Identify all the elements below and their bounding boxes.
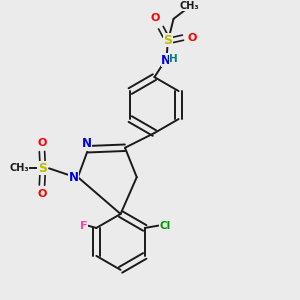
Text: CH₃: CH₃	[9, 163, 29, 173]
Text: N: N	[161, 53, 171, 67]
Text: S: S	[38, 162, 47, 175]
Text: O: O	[150, 13, 160, 23]
Text: N: N	[68, 171, 79, 184]
Text: CH₃: CH₃	[180, 1, 200, 11]
Text: H: H	[169, 54, 178, 64]
Text: S: S	[163, 34, 172, 46]
Text: Cl: Cl	[159, 220, 170, 231]
Text: F: F	[80, 220, 87, 231]
Text: O: O	[37, 138, 47, 148]
Text: O: O	[187, 33, 196, 43]
Text: N: N	[82, 137, 92, 150]
Text: O: O	[37, 189, 47, 199]
